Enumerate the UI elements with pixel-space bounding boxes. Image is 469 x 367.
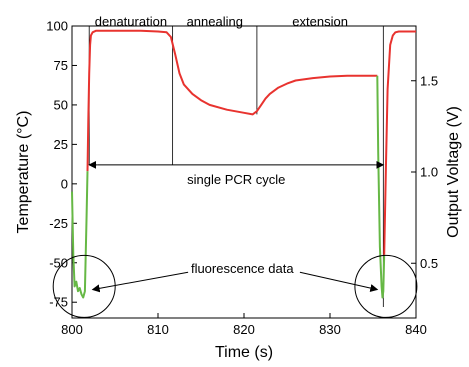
phase-label-annealing: annealing (187, 14, 243, 29)
left-y-tick-label-6: -50 (49, 255, 68, 270)
left-y-tick-label-4: 0 (61, 176, 68, 191)
annotation-layer: denaturation annealing extension single … (52, 14, 418, 318)
series-line-3 (376, 75, 386, 299)
left-y-tick-label-1: 75 (54, 58, 68, 73)
right-y-tick-label-0: 0.5 (420, 256, 438, 271)
left-y-tick-label-2: 50 (54, 97, 68, 112)
x-tick-label-2: 820 (233, 322, 255, 337)
left-y-axis-title: Temperature (°C) (15, 111, 32, 234)
series-line-2 (71, 171, 89, 299)
x-tick-label-3: 830 (319, 322, 341, 337)
ticks-layer: 800 810 820 830 840 100 75 50 25 0 -25 -50 -75 0.5 1.0… (46, 19, 438, 338)
series-layer (71, 29, 416, 299)
right-y-tick-label-2: 1.5 (420, 73, 438, 88)
left-y-tick-label-0: 100 (46, 19, 68, 34)
left-y-tick-label-7: -75 (49, 295, 68, 310)
fluorescence-data-label: fluorescence data (191, 261, 294, 276)
single-pcr-cycle-label: single PCR cycle (187, 172, 285, 187)
x-tick-label-0: 800 (61, 322, 83, 337)
fluorescence-arrow-left (91, 271, 189, 293)
right-y-axis-title: Output Voltage (V) (445, 106, 462, 238)
series-line-1 (383, 30, 416, 255)
left-y-tick-label-5: -25 (49, 216, 68, 231)
fluorescence-circle-0 (52, 254, 116, 318)
fluorescence-circle-1 (354, 254, 418, 318)
fluorescence-arrow-right (299, 271, 379, 292)
left-y-tick-label-3: 25 (54, 137, 68, 152)
phase-label-denaturation: denaturation (95, 14, 167, 29)
x-tick-label-1: 810 (147, 322, 169, 337)
series-line-0 (86, 29, 378, 172)
right-y-tick-label-1: 1.0 (420, 165, 438, 180)
x-axis-title: Time (s) (215, 344, 273, 361)
x-tick-label-4: 840 (405, 322, 427, 337)
phase-label-extension: extension (292, 14, 348, 29)
